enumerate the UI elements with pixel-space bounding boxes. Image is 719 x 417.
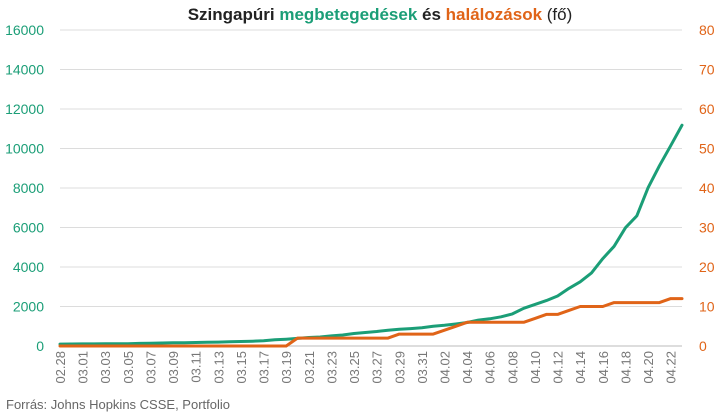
x-tick-label: 04.04: [460, 351, 475, 384]
right-tick-label: 0: [699, 338, 707, 354]
title-part-2: és: [417, 5, 446, 24]
left-tick-label: 6000: [13, 220, 44, 236]
left-tick-label: 0: [36, 338, 44, 354]
x-tick-label: 04.20: [641, 351, 656, 384]
x-tick-label: 03.21: [302, 351, 317, 384]
x-tick-label: 02.28: [53, 351, 68, 384]
right-tick-label: 60: [699, 101, 715, 117]
x-tick-label: 03.19: [279, 351, 294, 384]
gridlines: [60, 29, 682, 347]
x-tick-label: 03.07: [143, 351, 158, 384]
x-tick-label: 03.11: [189, 351, 204, 383]
source-note: Forrás: Johns Hopkins CSSE, Portfolio: [6, 397, 230, 412]
left-tick-label: 2000: [13, 299, 44, 315]
x-tick-label: 03.27: [370, 351, 385, 384]
right-tick-label: 50: [699, 141, 715, 157]
x-tick-label: 04.14: [573, 351, 588, 384]
right-tick-label: 30: [699, 220, 715, 236]
x-tick-label: 04.18: [618, 351, 633, 384]
x-tick-label: 03.03: [98, 351, 113, 384]
x-tick-label: 03.25: [347, 351, 362, 384]
right-tick-label: 80: [699, 22, 715, 38]
x-tick-label: 03.09: [166, 351, 181, 384]
chart-title: Szingapúri megbetegedések és halálozások…: [0, 5, 719, 25]
x-tick-label: 03.15: [234, 351, 249, 384]
left-tick-label: 4000: [13, 259, 44, 275]
right-tick-label: 70: [699, 62, 715, 78]
title-part-1: Szingapúri: [187, 5, 280, 24]
x-tick-label: 04.12: [551, 351, 566, 384]
right-axis-ticks: 0 10 20 30 40 50 60 70 80: [699, 22, 715, 354]
x-tick-label: 04.10: [528, 351, 543, 384]
title-cases-word: megbetegedések: [279, 5, 418, 24]
right-tick-label: 40: [699, 180, 715, 196]
x-tick-label: 04.06: [483, 351, 498, 384]
left-tick-label: 16000: [5, 22, 44, 38]
left-tick-label: 8000: [13, 180, 44, 196]
x-tick-label: 03.05: [121, 351, 136, 384]
x-tick-label: 03.01: [76, 351, 91, 384]
x-tick-label: 03.23: [324, 351, 339, 384]
x-tick-label: 03.17: [257, 351, 272, 384]
series-line-deaths: [58, 297, 684, 348]
x-tick-label: 04.02: [438, 351, 453, 384]
x-tick-label: 04.08: [505, 351, 520, 384]
x-tick-label: 03.31: [415, 351, 430, 384]
right-tick-label: 10: [699, 299, 715, 315]
title-deaths-word: halálozások: [445, 5, 543, 24]
x-tick-label: 04.22: [664, 351, 679, 384]
right-tick-label: 20: [699, 259, 715, 275]
x-tick-label: 04.16: [596, 351, 611, 384]
left-tick-label: 12000: [5, 101, 44, 117]
left-tick-label: 14000: [5, 62, 44, 78]
x-tick-label: 03.13: [211, 351, 226, 384]
x-tick-label: 03.29: [392, 351, 407, 384]
left-tick-label: 10000: [5, 141, 44, 157]
title-part-3: (fő): [542, 5, 573, 24]
left-axis-ticks: 0 2000 4000 6000 8000 10000 12000 14000 16000: [5, 22, 44, 354]
series-line-cases: [58, 123, 684, 346]
series-lines: [58, 123, 684, 348]
x-axis-ticks: 02.28 03.01 03.03 03.05 03.07 03.09 03.11 03.13…: [53, 351, 679, 384]
